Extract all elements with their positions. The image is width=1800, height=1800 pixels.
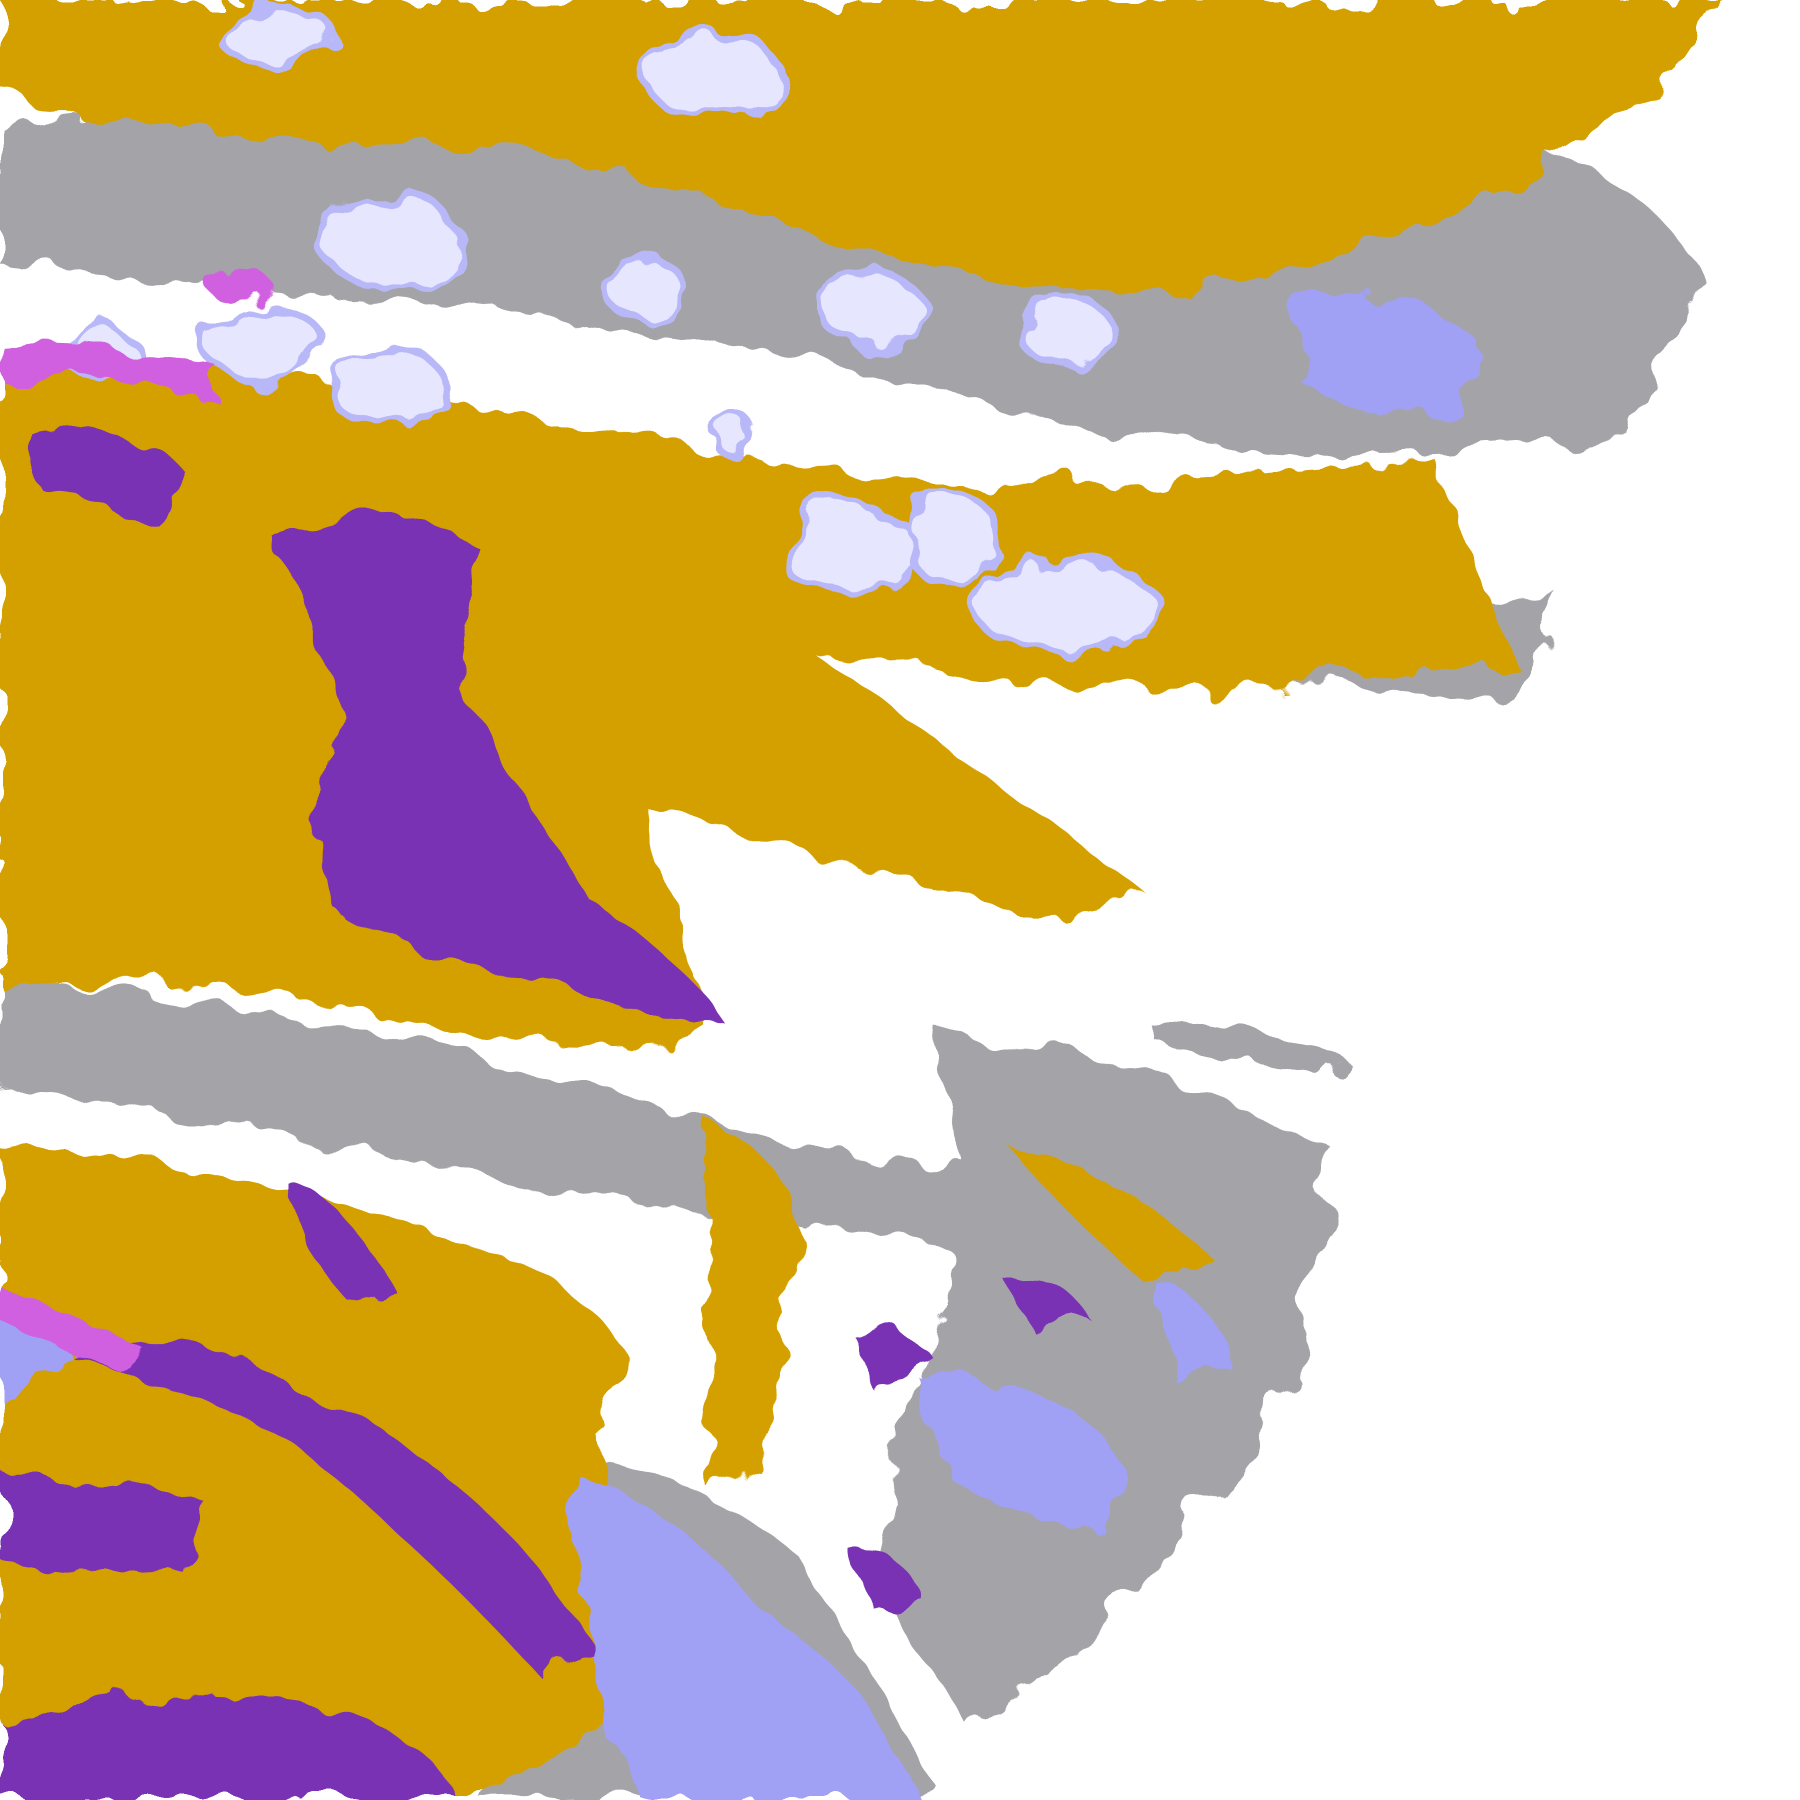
lavender-layer — [0, 292, 1481, 1800]
pale-cloud-tops — [65, 2, 1163, 658]
magenta-layer — [0, 275, 276, 1367]
purple-layer — [0, 429, 1091, 1800]
